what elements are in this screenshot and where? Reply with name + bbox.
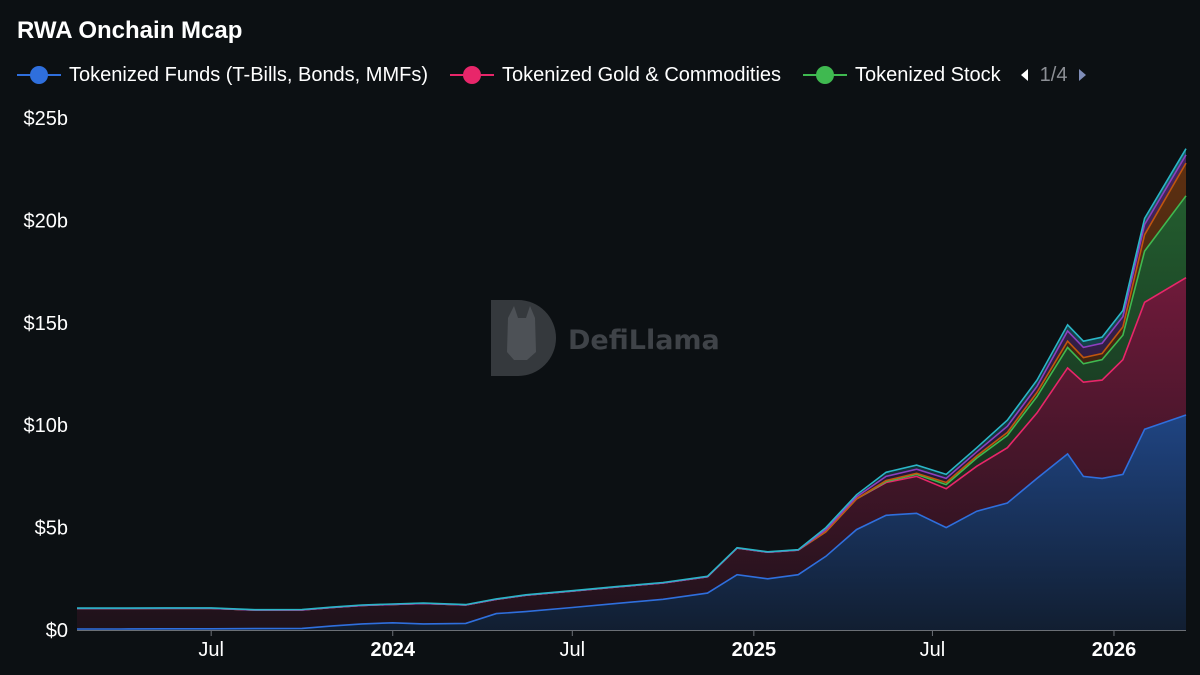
area-series-0	[77, 415, 1186, 630]
caret-right-icon[interactable]	[1079, 69, 1087, 81]
watermark-text: DefiLlama	[568, 325, 720, 356]
legend-label: Tokenized Gold & Commodities	[502, 63, 782, 86]
legend-swatch-icon	[803, 65, 848, 85]
x-axis: Jul 2024 Jul 2025 Jul 2026	[77, 630, 1186, 661]
y-tick-label: $20b	[24, 210, 69, 232]
chart-legend: Tokenized Funds (T-Bills, Bonds, MMFs) T…	[17, 62, 1087, 88]
line-series-0	[77, 414, 1187, 630]
x-tick-label: 2025	[732, 639, 777, 661]
y-tick-label: $25b	[24, 108, 69, 130]
legend-item-tokenized-gold[interactable]: Tokenized Gold & Commodities	[450, 64, 781, 87]
line-series-5	[77, 148, 1187, 611]
x-tick-label: Jul	[198, 639, 224, 661]
y-axis: $0 $5b $10b $15b $20b $25b	[24, 108, 69, 642]
y-tick-label: $15b	[24, 313, 69, 335]
caret-left-icon[interactable]	[1020, 69, 1028, 81]
legend-label: Tokenized Funds (T-Bills, Bonds, MMFs)	[69, 63, 428, 86]
legend-label: Tokenized Stock	[855, 63, 1001, 86]
y-tick-label: $0	[46, 620, 68, 642]
legend-page-count: 1/4	[1039, 63, 1068, 86]
series-lines	[77, 148, 1187, 630]
legend-item-tokenized-funds[interactable]: Tokenized Funds (T-Bills, Bonds, MMFs)	[17, 64, 428, 87]
x-tick-label: Jul	[920, 639, 946, 661]
defillama-watermark: DefiLlama	[491, 300, 720, 376]
legend-item-tokenized-stock[interactable]: Tokenized Stock	[803, 64, 1001, 87]
legend-swatch-icon	[17, 65, 61, 85]
y-tick-label: $5b	[35, 518, 68, 540]
chart-title: RWA Onchain Mcap	[17, 17, 243, 44]
legend-pager: 1/4	[1020, 63, 1087, 87]
x-tick-label: 2024	[370, 639, 415, 661]
x-tick-label: Jul	[560, 639, 586, 661]
x-tick-label: 2026	[1092, 639, 1137, 661]
stacked-areas	[77, 148, 1186, 630]
legend-swatch-icon	[450, 65, 494, 85]
y-tick-label: $10b	[24, 415, 69, 437]
